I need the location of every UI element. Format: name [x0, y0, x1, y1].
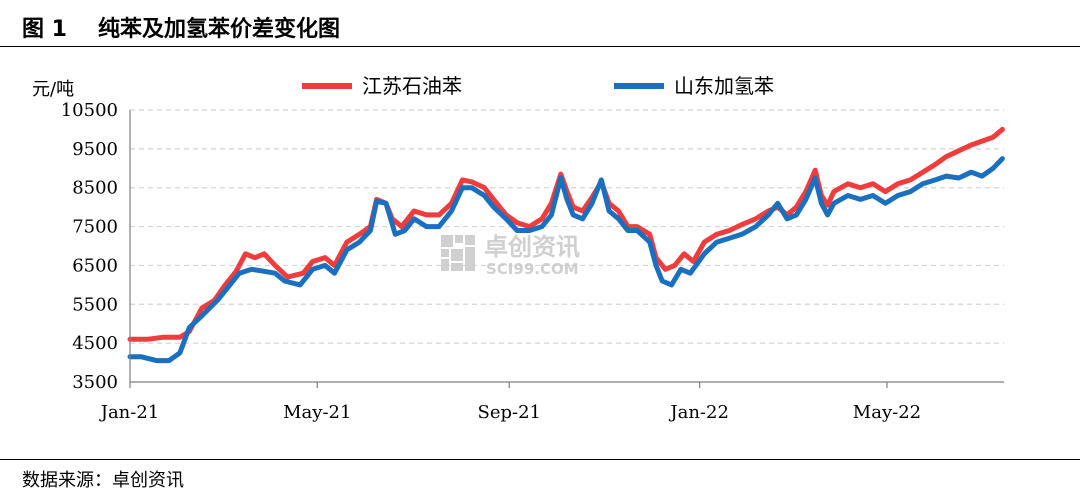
- y-tick-label: 5500: [72, 294, 118, 315]
- series-line-shandong: [127, 156, 1005, 364]
- series-line-jiangsu: [127, 126, 1005, 342]
- figure-number: 图 1: [22, 17, 67, 42]
- legend-label-jiangsu: 江苏石油苯: [362, 74, 462, 98]
- watermark-name: 卓创资讯: [484, 233, 580, 261]
- y-tick-label: 3500: [72, 372, 118, 393]
- x-tick-label: Jan-21: [99, 402, 160, 423]
- y-tick-label: 9500: [72, 139, 118, 160]
- grid-lines: [130, 109, 1004, 344]
- chart: 卓创资讯 SCI99.COM 3500 4500 5500 6500 7500 8500 9…: [32, 74, 1005, 423]
- watermark: 卓创资讯 SCI99.COM: [441, 233, 580, 278]
- y-tick-label: 8500: [72, 178, 118, 199]
- legend-label-shandong: 山东加氢苯: [674, 74, 774, 98]
- data-source: 数据来源：卓创资讯: [22, 470, 184, 491]
- x-tick-label: May-22: [853, 402, 921, 423]
- y-tick-label: 10500: [61, 100, 118, 121]
- x-tick-label: Sep-21: [478, 402, 542, 423]
- y-tick-label: 6500: [72, 255, 118, 276]
- legend: 江苏石油苯 山东加氢苯: [302, 74, 774, 98]
- figure-title: 纯苯及加氢苯价差变化图: [98, 17, 341, 42]
- header-rule: [0, 46, 1080, 47]
- y-tick-label: 4500: [72, 333, 118, 354]
- watermark-url: SCI99.COM: [486, 260, 579, 278]
- x-tick-label: May-21: [283, 402, 351, 423]
- footer-rule: [0, 459, 1080, 460]
- x-tick-label: Jan-22: [668, 402, 729, 423]
- y-tick-label: 7500: [72, 217, 118, 238]
- y-axis-unit: 元/吨: [32, 79, 74, 100]
- watermark-logo-icon: [441, 235, 475, 271]
- axes: 3500 4500 5500 6500 7500 8500 9500 10500 Jan-21 M…: [61, 100, 1004, 423]
- series-lines: [127, 126, 1005, 364]
- figure-header: 图 1 纯苯及加氢苯价差变化图: [0, 0, 1080, 46]
